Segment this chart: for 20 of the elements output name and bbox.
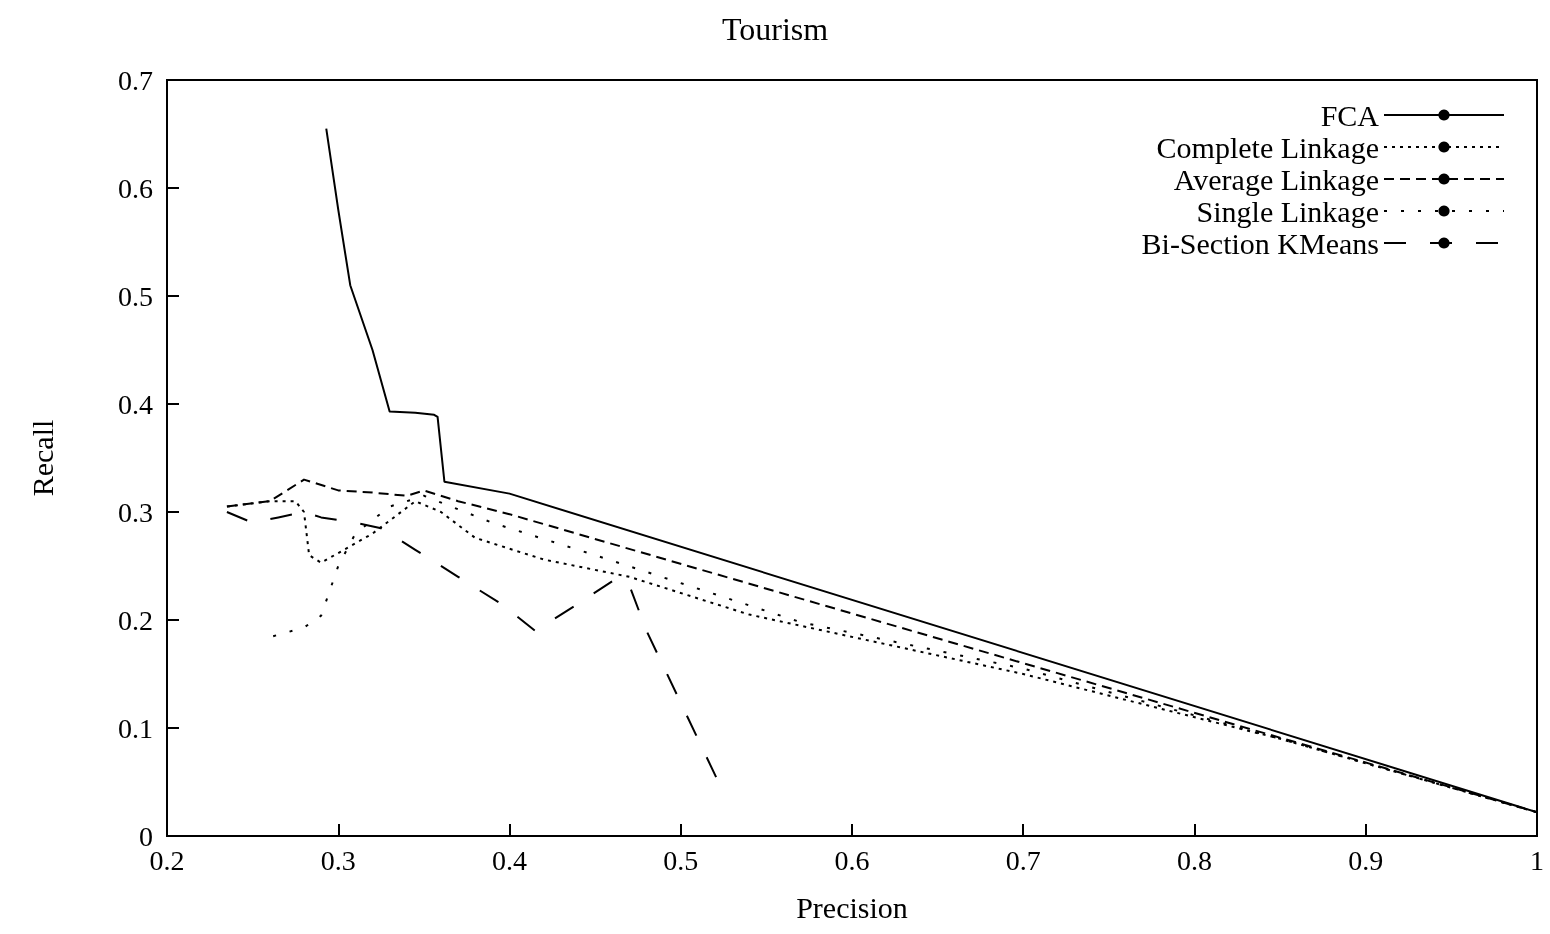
x-tick-label: 1 <box>1530 844 1544 876</box>
x-tick-label: 0.8 <box>1177 844 1212 876</box>
x-tick-label: 0.6 <box>834 844 870 876</box>
x-tick-label: 0.4 <box>492 844 527 876</box>
legend-label: Complete Linkage <box>1156 130 1379 164</box>
y-axis-title: Recall <box>25 419 59 497</box>
y-tick-label: 0.4 <box>118 388 153 420</box>
x-tick-label: 0.9 <box>1348 844 1384 876</box>
x-tick-label: 0.5 <box>663 844 699 876</box>
y-tick-label: 0.7 <box>118 64 153 96</box>
y-tick-label: 0.5 <box>118 280 153 312</box>
legend-label: FCA <box>1320 98 1380 132</box>
x-axis-title: Precision <box>796 890 908 924</box>
y-tick-label: 0.6 <box>118 172 153 204</box>
y-tick-label: 0.2 <box>118 604 153 636</box>
y-tick-label: 0.3 <box>118 496 153 528</box>
x-tick-label: 0.3 <box>320 844 356 876</box>
x-tick-label: 0.7 <box>1005 844 1041 876</box>
chart-title: Tourism <box>721 11 829 47</box>
y-tick-label: 0.1 <box>118 712 153 744</box>
